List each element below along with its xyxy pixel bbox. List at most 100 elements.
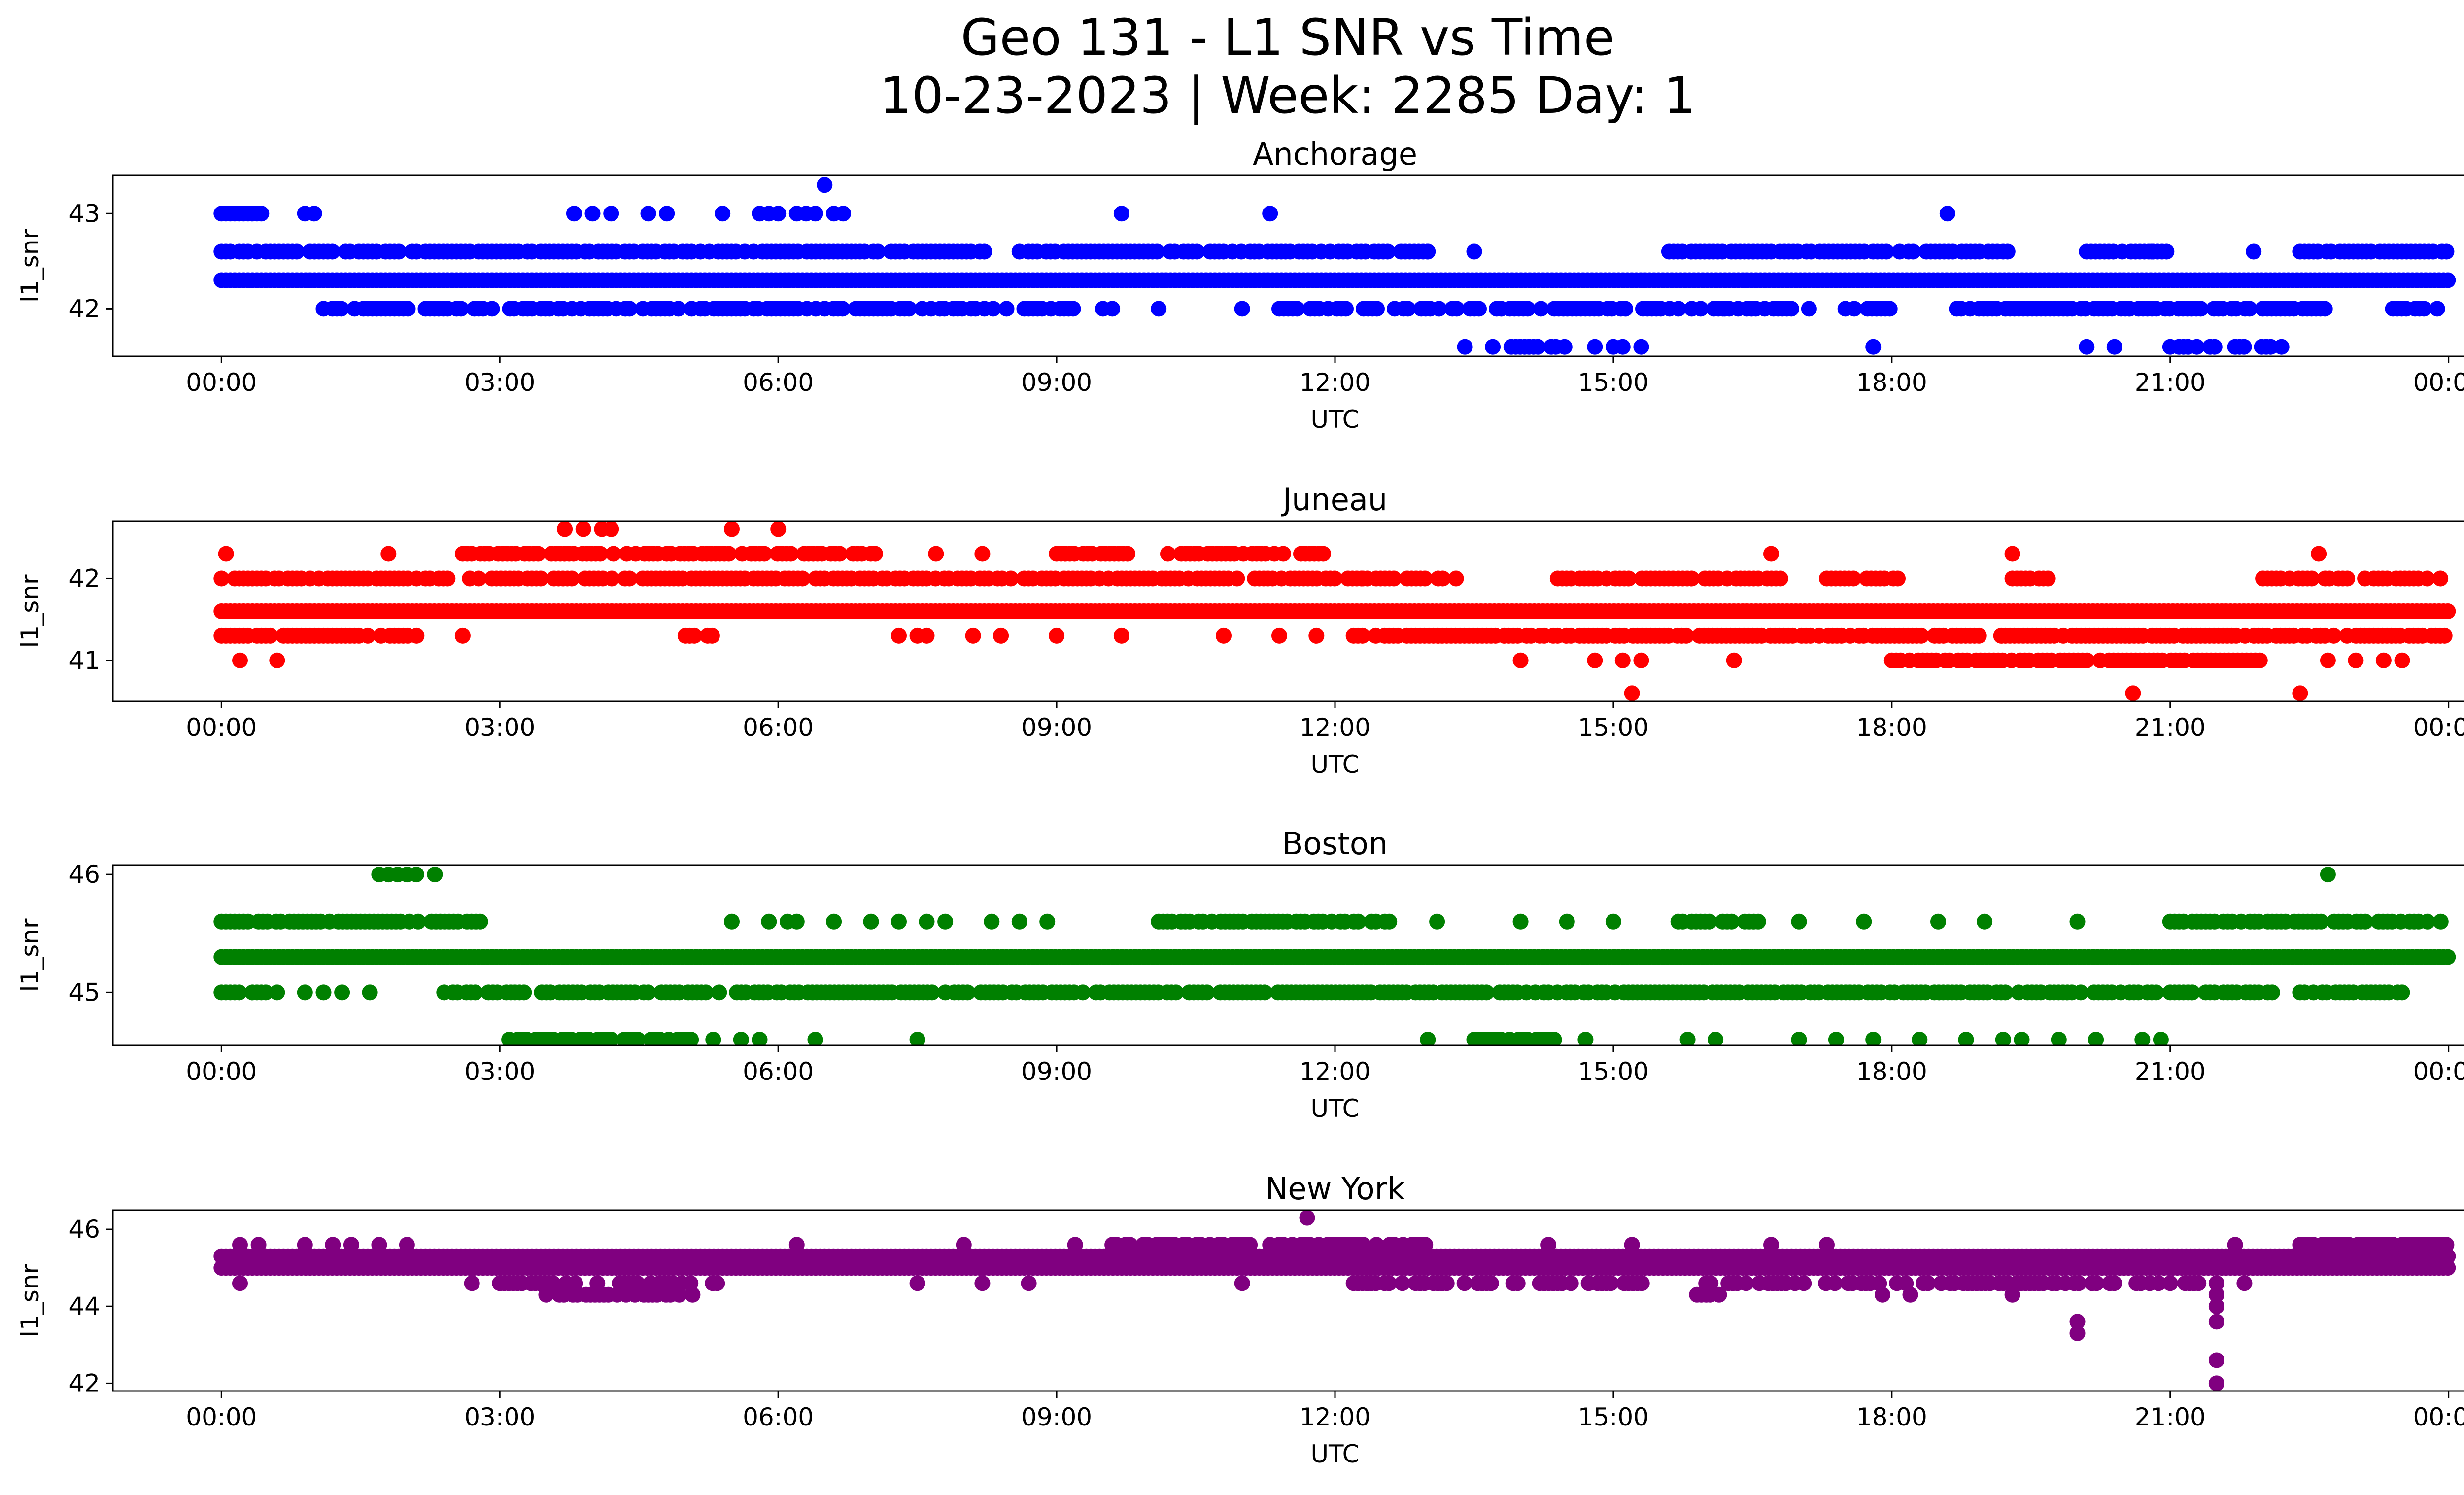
data-point bbox=[2394, 984, 2410, 1001]
data-point bbox=[213, 570, 230, 587]
data-point bbox=[269, 984, 285, 1001]
data-point bbox=[2313, 913, 2329, 930]
figure-title-line1: Geo 131 - L1 SNR vs Time bbox=[960, 8, 1615, 67]
data-point bbox=[1958, 1032, 1974, 1045]
data-point bbox=[1995, 1032, 2011, 1045]
data-point bbox=[1726, 652, 1742, 668]
data-point bbox=[1512, 652, 1529, 668]
data-point bbox=[924, 984, 940, 1001]
data-point bbox=[231, 984, 247, 1001]
axes-frame bbox=[112, 174, 2464, 357]
data-point bbox=[1791, 913, 1807, 930]
data-point bbox=[640, 206, 656, 222]
data-point bbox=[2375, 652, 2392, 668]
data-point bbox=[1905, 243, 1921, 260]
data-point bbox=[232, 1275, 248, 1291]
data-point bbox=[1587, 652, 1603, 668]
data-point bbox=[2051, 1032, 2067, 1045]
data-point bbox=[1151, 301, 1167, 317]
data-point bbox=[2079, 652, 2095, 668]
data-point bbox=[826, 913, 842, 930]
x-tick-label: 15:00 bbox=[1578, 1057, 1649, 1086]
subplot-title: Anchorage bbox=[1253, 136, 1417, 172]
data-point bbox=[1438, 1275, 1455, 1291]
data-point bbox=[1878, 243, 1894, 260]
data-point bbox=[2438, 1237, 2455, 1253]
data-point bbox=[603, 1032, 619, 1045]
data-point bbox=[399, 1237, 415, 1253]
data-point bbox=[863, 913, 879, 930]
data-point bbox=[605, 546, 621, 562]
data-point bbox=[575, 521, 591, 537]
data-point bbox=[1971, 627, 1987, 644]
y-tick-label: 43 bbox=[68, 199, 100, 228]
data-point bbox=[1865, 339, 1882, 355]
data-point bbox=[2144, 243, 2160, 260]
data-point bbox=[1381, 913, 1398, 930]
x-tick-label: 21:00 bbox=[2135, 713, 2206, 742]
data-point bbox=[289, 243, 305, 260]
data-point bbox=[783, 546, 799, 562]
x-tick-label: 15:00 bbox=[1578, 368, 1649, 397]
data-point bbox=[297, 984, 313, 1001]
y-axis-label: l1_snr bbox=[16, 918, 44, 992]
data-point bbox=[794, 570, 811, 587]
data-point bbox=[684, 1286, 701, 1303]
data-point bbox=[1379, 243, 1396, 260]
data-point bbox=[2088, 1032, 2104, 1045]
data-point bbox=[724, 521, 740, 537]
data-point bbox=[1678, 627, 1694, 644]
scatter-markers bbox=[213, 177, 2456, 355]
data-point bbox=[2073, 984, 2089, 1001]
data-point bbox=[1828, 1032, 1844, 1045]
data-point bbox=[1104, 301, 1121, 317]
data-point bbox=[984, 913, 1000, 930]
data-point bbox=[1386, 570, 1402, 587]
x-axis-label: UTC bbox=[1310, 1440, 1359, 1468]
data-point bbox=[1698, 1286, 1714, 1303]
data-point bbox=[1603, 1275, 1619, 1291]
data-point bbox=[770, 521, 787, 537]
data-point bbox=[2125, 685, 2141, 701]
data-point bbox=[538, 1286, 554, 1303]
data-point bbox=[1614, 652, 1631, 668]
x-tick-label: 09:00 bbox=[1021, 1403, 1092, 1431]
x-tick-label: 00:00 bbox=[2413, 368, 2464, 397]
data-point bbox=[1429, 913, 1445, 930]
data-point bbox=[1679, 1032, 1696, 1045]
data-point bbox=[2292, 685, 2308, 701]
y-tick-label: 46 bbox=[68, 860, 100, 889]
x-tick-label: 15:00 bbox=[1578, 1403, 1649, 1431]
data-point bbox=[659, 206, 675, 222]
data-point bbox=[1431, 301, 1447, 317]
data-point bbox=[1559, 913, 1575, 930]
data-point bbox=[705, 1032, 721, 1045]
data-point bbox=[2440, 1260, 2456, 1276]
data-point bbox=[1478, 984, 1495, 1001]
data-point bbox=[788, 1237, 805, 1253]
data-point bbox=[1234, 1275, 1250, 1291]
data-point bbox=[1262, 206, 1278, 222]
data-point bbox=[630, 1032, 646, 1045]
data-point bbox=[1381, 1275, 1397, 1291]
data-point bbox=[2236, 1275, 2253, 1291]
data-point bbox=[2348, 652, 2364, 668]
data-point bbox=[919, 913, 935, 930]
x-axis-label: UTC bbox=[1310, 1094, 1359, 1123]
data-point bbox=[2246, 243, 2262, 260]
data-point bbox=[1772, 570, 1788, 587]
data-point bbox=[545, 1275, 561, 1291]
y-tick-label: 42 bbox=[68, 1369, 100, 1397]
data-point bbox=[1708, 1032, 1724, 1045]
x-tick-label: 15:00 bbox=[1578, 713, 1649, 742]
y-tick-label: 42 bbox=[68, 564, 100, 592]
data-point bbox=[1168, 984, 1184, 1001]
data-point bbox=[484, 301, 500, 317]
data-point bbox=[2326, 627, 2342, 644]
data-point bbox=[1039, 913, 1056, 930]
data-point bbox=[1977, 913, 1993, 930]
data-point bbox=[2422, 1260, 2438, 1276]
